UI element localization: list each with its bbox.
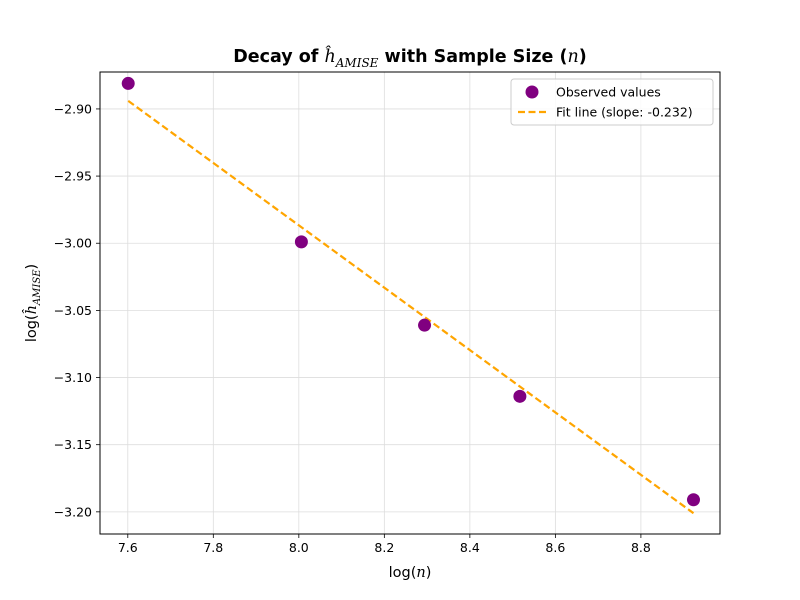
x-tick-label: 7.8 bbox=[203, 540, 223, 555]
y-axis-label-suffix: ) bbox=[24, 264, 40, 270]
x-axis-label-suffix: ) bbox=[426, 565, 432, 581]
y-tick-label: −3.05 bbox=[54, 303, 92, 318]
y-axis-label-h-subscript: AMISE bbox=[32, 269, 43, 306]
y-tick-label: −3.15 bbox=[54, 437, 92, 452]
legend-marker-observed bbox=[525, 85, 539, 99]
x-axis-label: log(n) bbox=[389, 565, 432, 581]
y-tick-label: −3.20 bbox=[54, 504, 92, 519]
legend-box bbox=[510, 78, 714, 126]
title-h-symbol: ĥ bbox=[324, 46, 335, 67]
grid-layer bbox=[100, 72, 720, 534]
observed-point bbox=[418, 318, 432, 332]
observed-point bbox=[513, 389, 527, 403]
y-axis-label-prefix: log( bbox=[24, 314, 40, 342]
observed-point bbox=[121, 76, 135, 90]
x-axis-label-symbol: n bbox=[416, 565, 425, 581]
y-tick-label: −2.90 bbox=[54, 101, 92, 116]
x-tick-label: 7.6 bbox=[118, 540, 138, 555]
x-axis-label-prefix: log( bbox=[389, 565, 417, 581]
y-tick-label: −3.10 bbox=[54, 370, 92, 385]
tick-layer: 7.6 7.8 8.0 8.2 8.4 8.6 8.8 −2.90 −2.95 −3.00 −3.0… bbox=[54, 101, 651, 555]
y-axis-label-h-symbol: ĥ bbox=[22, 305, 40, 314]
title-suffix: ) bbox=[579, 47, 587, 67]
title-h-subscript: AMISE bbox=[335, 56, 379, 70]
y-tick-label: −3.00 bbox=[54, 236, 92, 251]
y-tick-label: −2.95 bbox=[54, 169, 92, 184]
x-tick-label: 8.6 bbox=[545, 540, 565, 555]
x-tick-label: 8.0 bbox=[289, 540, 309, 555]
x-tick-label: 8.4 bbox=[460, 540, 480, 555]
legend-label-observed: Observed values bbox=[556, 85, 661, 100]
observed-point bbox=[686, 493, 700, 507]
fit-line bbox=[127, 99, 695, 515]
legend-label-fit-line: Fit line (slope: -0.232) bbox=[556, 105, 693, 120]
observed-point bbox=[294, 235, 308, 249]
y-axis-label: log(ĥAMISE) bbox=[22, 264, 43, 342]
title-n-symbol: n bbox=[568, 47, 579, 67]
plot-area-frame bbox=[99, 71, 721, 535]
chart-title: Decay of ĥAMISE with Sample Size (n) bbox=[233, 46, 587, 70]
x-tick-label: 8.2 bbox=[374, 540, 394, 555]
series-layer bbox=[121, 76, 700, 515]
chart-legend: Observed values Fit line (slope: -0.232) bbox=[510, 78, 714, 126]
title-middle: with Sample Size ( bbox=[378, 47, 567, 67]
x-tick-label: 8.8 bbox=[631, 540, 651, 555]
title-prefix: Decay of bbox=[233, 47, 324, 67]
